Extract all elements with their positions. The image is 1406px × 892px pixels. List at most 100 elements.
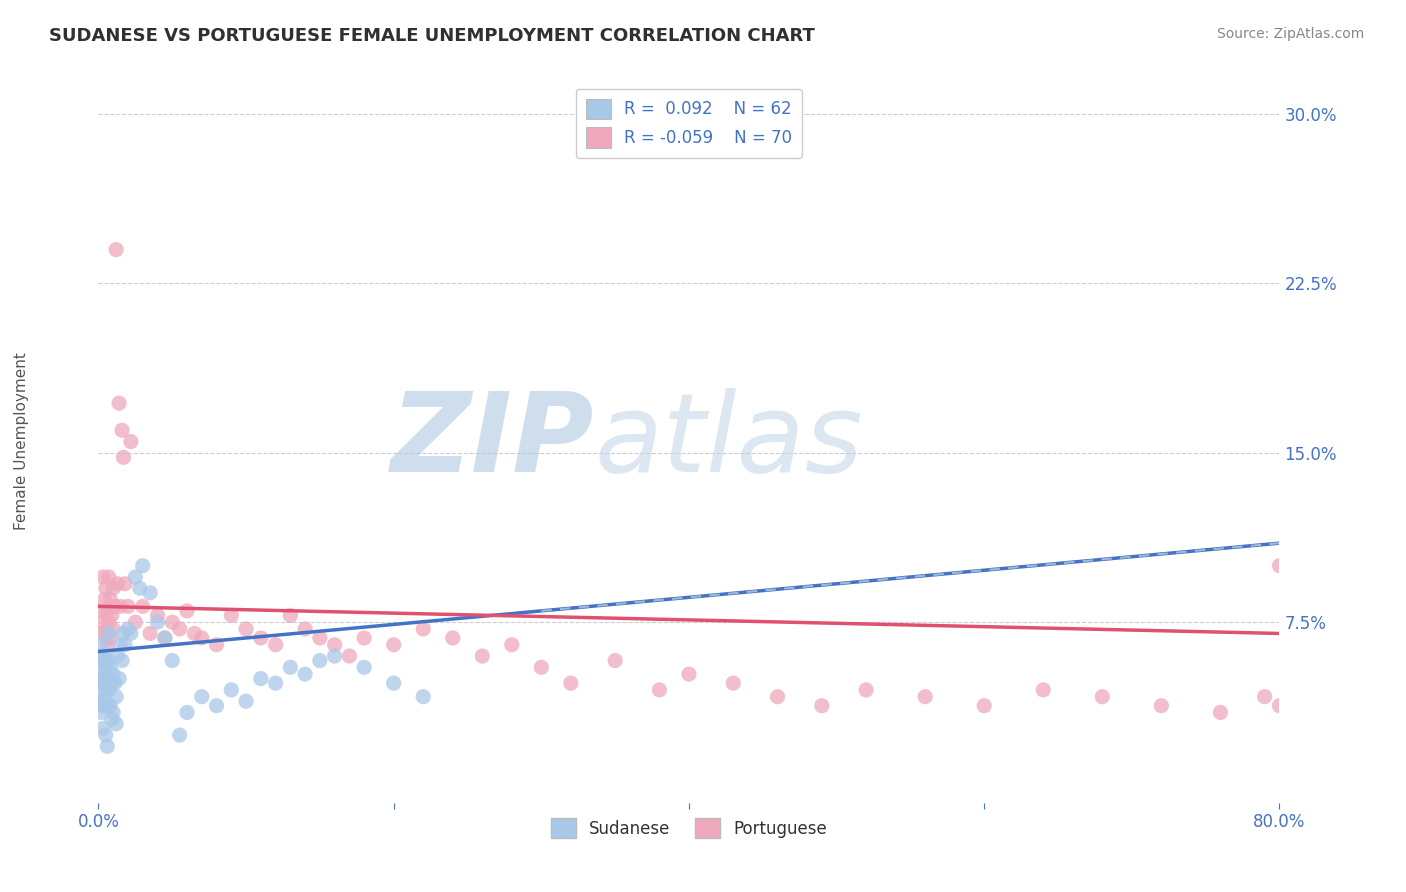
Text: ZIP: ZIP (391, 388, 595, 495)
Point (766, 690, 789, 704)
Point (1268, 558, 1291, 573)
Point (441, 631, 464, 645)
Point (605, 654, 627, 668)
Point (382, 676, 405, 690)
Point (1268, 698, 1291, 713)
Point (105, 690, 128, 704)
Point (94, 626, 117, 640)
Point (205, 638, 228, 652)
Point (103, 706, 125, 720)
Legend: Sudanese, Portuguese: Sudanese, Portuguese (544, 812, 834, 845)
Point (104, 599, 127, 614)
Point (91, 570, 114, 584)
Point (124, 615, 146, 630)
Point (973, 698, 995, 713)
Point (162, 615, 183, 630)
Point (93, 592, 115, 607)
Point (323, 638, 346, 652)
Point (112, 450, 135, 465)
Point (91, 676, 114, 690)
Point (810, 698, 832, 713)
Point (723, 676, 745, 690)
Point (530, 660, 553, 674)
Point (89, 648, 111, 663)
Point (97, 682, 120, 697)
Point (205, 698, 228, 713)
Point (110, 599, 132, 614)
Point (264, 676, 287, 690)
Point (107, 576, 129, 591)
Point (1150, 698, 1173, 713)
Point (108, 396, 131, 410)
Point (191, 690, 214, 704)
Point (98, 631, 121, 645)
Point (678, 667, 700, 681)
Point (94, 728, 117, 742)
Point (412, 690, 434, 704)
Point (648, 682, 671, 697)
Point (139, 626, 162, 640)
Point (98, 660, 121, 674)
Point (124, 570, 146, 584)
Point (264, 638, 287, 652)
Point (93, 672, 115, 686)
Point (1254, 690, 1277, 704)
Point (221, 682, 243, 697)
Point (169, 622, 191, 636)
Point (501, 638, 523, 652)
Y-axis label: Female Unemployment: Female Unemployment (14, 352, 30, 531)
Point (97, 626, 120, 640)
Text: Source: ZipAtlas.com: Source: ZipAtlas.com (1216, 27, 1364, 41)
Point (91, 721, 114, 735)
Point (309, 631, 332, 645)
Point (105, 716, 128, 731)
Point (96, 739, 118, 754)
Point (100, 676, 122, 690)
Point (107, 648, 129, 663)
Point (97, 615, 120, 630)
Point (353, 660, 375, 674)
Point (139, 586, 162, 600)
Point (294, 667, 316, 681)
Point (176, 706, 198, 720)
Point (94, 660, 117, 674)
Point (1209, 706, 1232, 720)
Point (191, 631, 214, 645)
Point (120, 434, 142, 449)
Point (176, 604, 198, 618)
Point (914, 690, 936, 704)
Point (93, 694, 115, 708)
Point (153, 631, 176, 645)
Point (90, 604, 112, 618)
Point (353, 631, 375, 645)
Point (100, 608, 122, 623)
Point (221, 608, 243, 623)
Point (111, 654, 134, 668)
Point (412, 622, 434, 636)
Point (90, 660, 112, 674)
Point (89, 694, 111, 708)
Point (112, 626, 135, 640)
Point (91, 654, 114, 668)
Point (169, 728, 191, 742)
Point (96, 698, 118, 713)
Point (855, 682, 877, 697)
Point (90, 682, 112, 697)
Point (146, 608, 169, 623)
Text: atlas: atlas (595, 388, 863, 495)
Point (96, 604, 118, 618)
Point (309, 654, 332, 668)
Point (91, 615, 114, 630)
Point (162, 654, 183, 668)
Point (382, 638, 405, 652)
Point (280, 660, 302, 674)
Point (1032, 682, 1054, 697)
Text: SUDANESE VS PORTUGUESE FEMALE UNEMPLOYMENT CORRELATION CHART: SUDANESE VS PORTUGUESE FEMALE UNEMPLOYME… (49, 27, 815, 45)
Point (91, 698, 114, 713)
Point (294, 622, 316, 636)
Point (89, 672, 111, 686)
Point (235, 694, 257, 708)
Point (108, 672, 131, 686)
Point (100, 712, 122, 726)
Point (183, 626, 205, 640)
